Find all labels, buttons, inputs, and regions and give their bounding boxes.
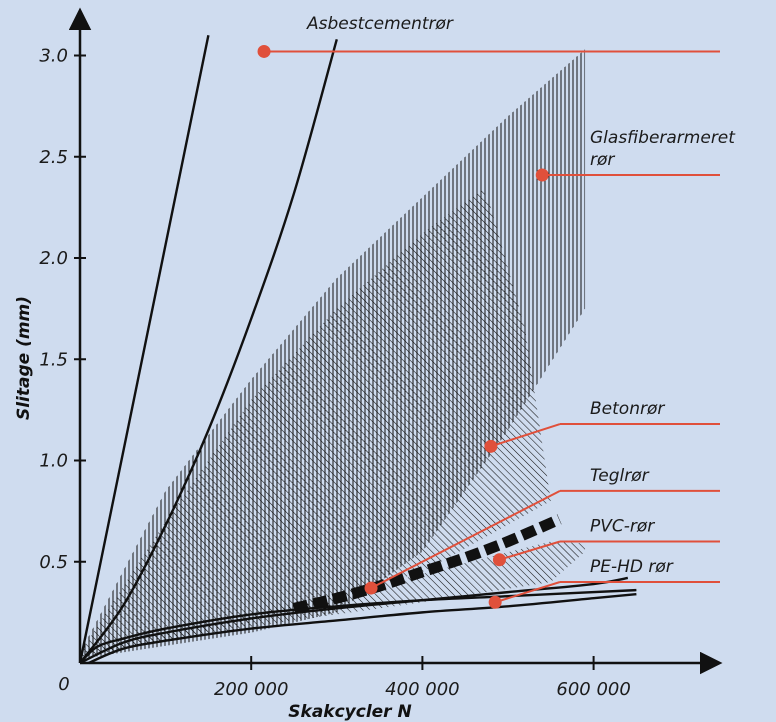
callout-teglror-leader [370,489,561,589]
series-pe-hd-ror-line-1 [79,588,637,664]
callout-pvc-ror-leader [499,540,561,561]
x-tick-label: 400 000 [385,679,459,700]
x-origin-label: 0 [58,674,69,695]
callout-teglror-marker [364,581,378,595]
callout-pe-hd-ror-leader [494,581,561,604]
legend-teglror-text: Teglrør [590,466,650,486]
legend-glasfiberarmeret-ror-text: rør [590,150,615,170]
callout-asbestcementror-marker [257,44,271,58]
legend-pe-hd-ror-text: PE-HD rør [590,557,674,577]
legend-asbestcementror-text: Asbestcementrør [306,14,454,34]
legend-betonror-text: Betonrør [590,399,665,419]
callout-pe-hd-ror-marker [488,595,502,609]
callout-pvc-ror-marker [492,553,506,567]
series-pvc-ror-band [80,541,586,657]
y-tick-label: 1.0 [39,451,68,472]
callout-betonror-marker [484,439,498,453]
ticks-layer: 0.5 1.0 1.5 2.0 2.5 3.0 200 000 400 000 600 000 [39,46,630,701]
series-betonror-band [80,189,551,657]
series-pe-hd-ror-line-2 [79,576,629,665]
bands-layer [80,49,586,659]
lines-layer [78,35,637,665]
callout-glasfiberarmeret-ror-marker [535,168,549,182]
axes-layer [68,7,723,675]
series-asbestcementror-line-1 [78,35,210,664]
x-axis-title: Skakcycler N [288,702,411,722]
x-tick-label: 600 000 [556,679,630,700]
series-teglror-line [292,514,562,614]
y-tick-label: 3.0 [39,46,68,67]
legend-pvc-ror-text: PVC-rør [590,517,655,537]
series-asbestcementror-line-2 [79,38,338,664]
x-tick-label: 200 000 [214,679,288,700]
y-axis-title: Slitage (mm) [14,296,34,420]
y-tick-label: 0.5 [39,552,68,573]
callout-betonror-leader [490,423,561,448]
y-tick-label: 2.0 [39,248,68,269]
y-tick-label: 1.5 [39,349,68,370]
legend-glasfiberarmeret-ror-text: Glasfiberarmeret [590,128,736,148]
series-pe-hd-ror-line-3 [88,592,637,665]
y-tick-label: 2.5 [39,147,68,168]
